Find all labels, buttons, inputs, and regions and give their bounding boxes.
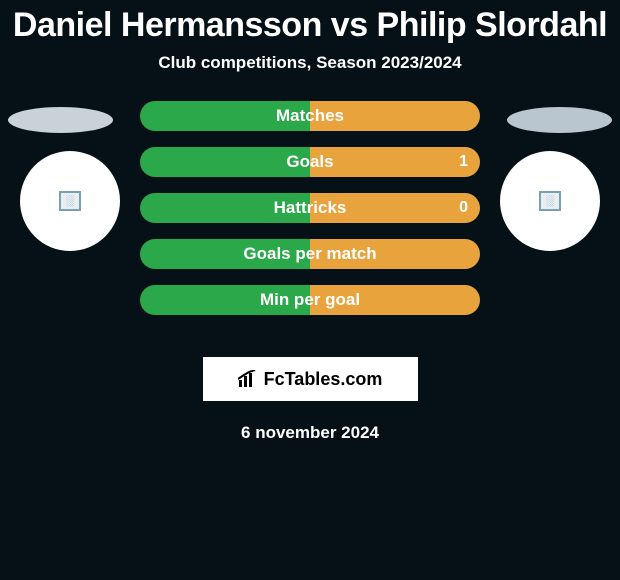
stat-bar: Goals per match [140, 239, 480, 269]
stat-value-right: 1 [459, 153, 468, 171]
stat-label: Hattricks [274, 198, 347, 218]
player2-avatar-circle: ░ [500, 151, 600, 251]
stat-bar: Hattricks 0 [140, 193, 480, 223]
date-label: 6 november 2024 [0, 423, 620, 443]
stat-label: Matches [276, 106, 344, 126]
stat-label: Min per goal [260, 290, 360, 310]
player1-placeholder-icon: ░ [59, 191, 81, 211]
stat-label: Goals per match [243, 244, 376, 264]
player2-placeholder-icon: ░ [539, 191, 561, 211]
brand-text: FcTables.com [264, 369, 383, 390]
page-subtitle: Club competitions, Season 2023/2024 [0, 53, 620, 73]
stat-bar: Goals 1 [140, 147, 480, 177]
stat-bar: Matches [140, 101, 480, 131]
brand-box: FcTables.com [203, 357, 418, 401]
comparison-area: ░ ░ Matches Goals 1 Hattricks 0 Goals per mat… [0, 101, 620, 341]
player2-platform-ellipse [507, 107, 612, 133]
brand-chart-icon [238, 370, 260, 388]
player1-platform-ellipse [8, 107, 113, 133]
stat-label: Goals [286, 152, 333, 172]
stat-value-right: 0 [459, 199, 468, 217]
player1-avatar-circle: ░ [20, 151, 120, 251]
page-title: Daniel Hermansson vs Philip Slordahl [0, 0, 620, 53]
stat-bars: Matches Goals 1 Hattricks 0 Goals per match Mi… [140, 101, 480, 331]
brand-label: FcTables.com [238, 369, 383, 390]
stat-bar: Min per goal [140, 285, 480, 315]
